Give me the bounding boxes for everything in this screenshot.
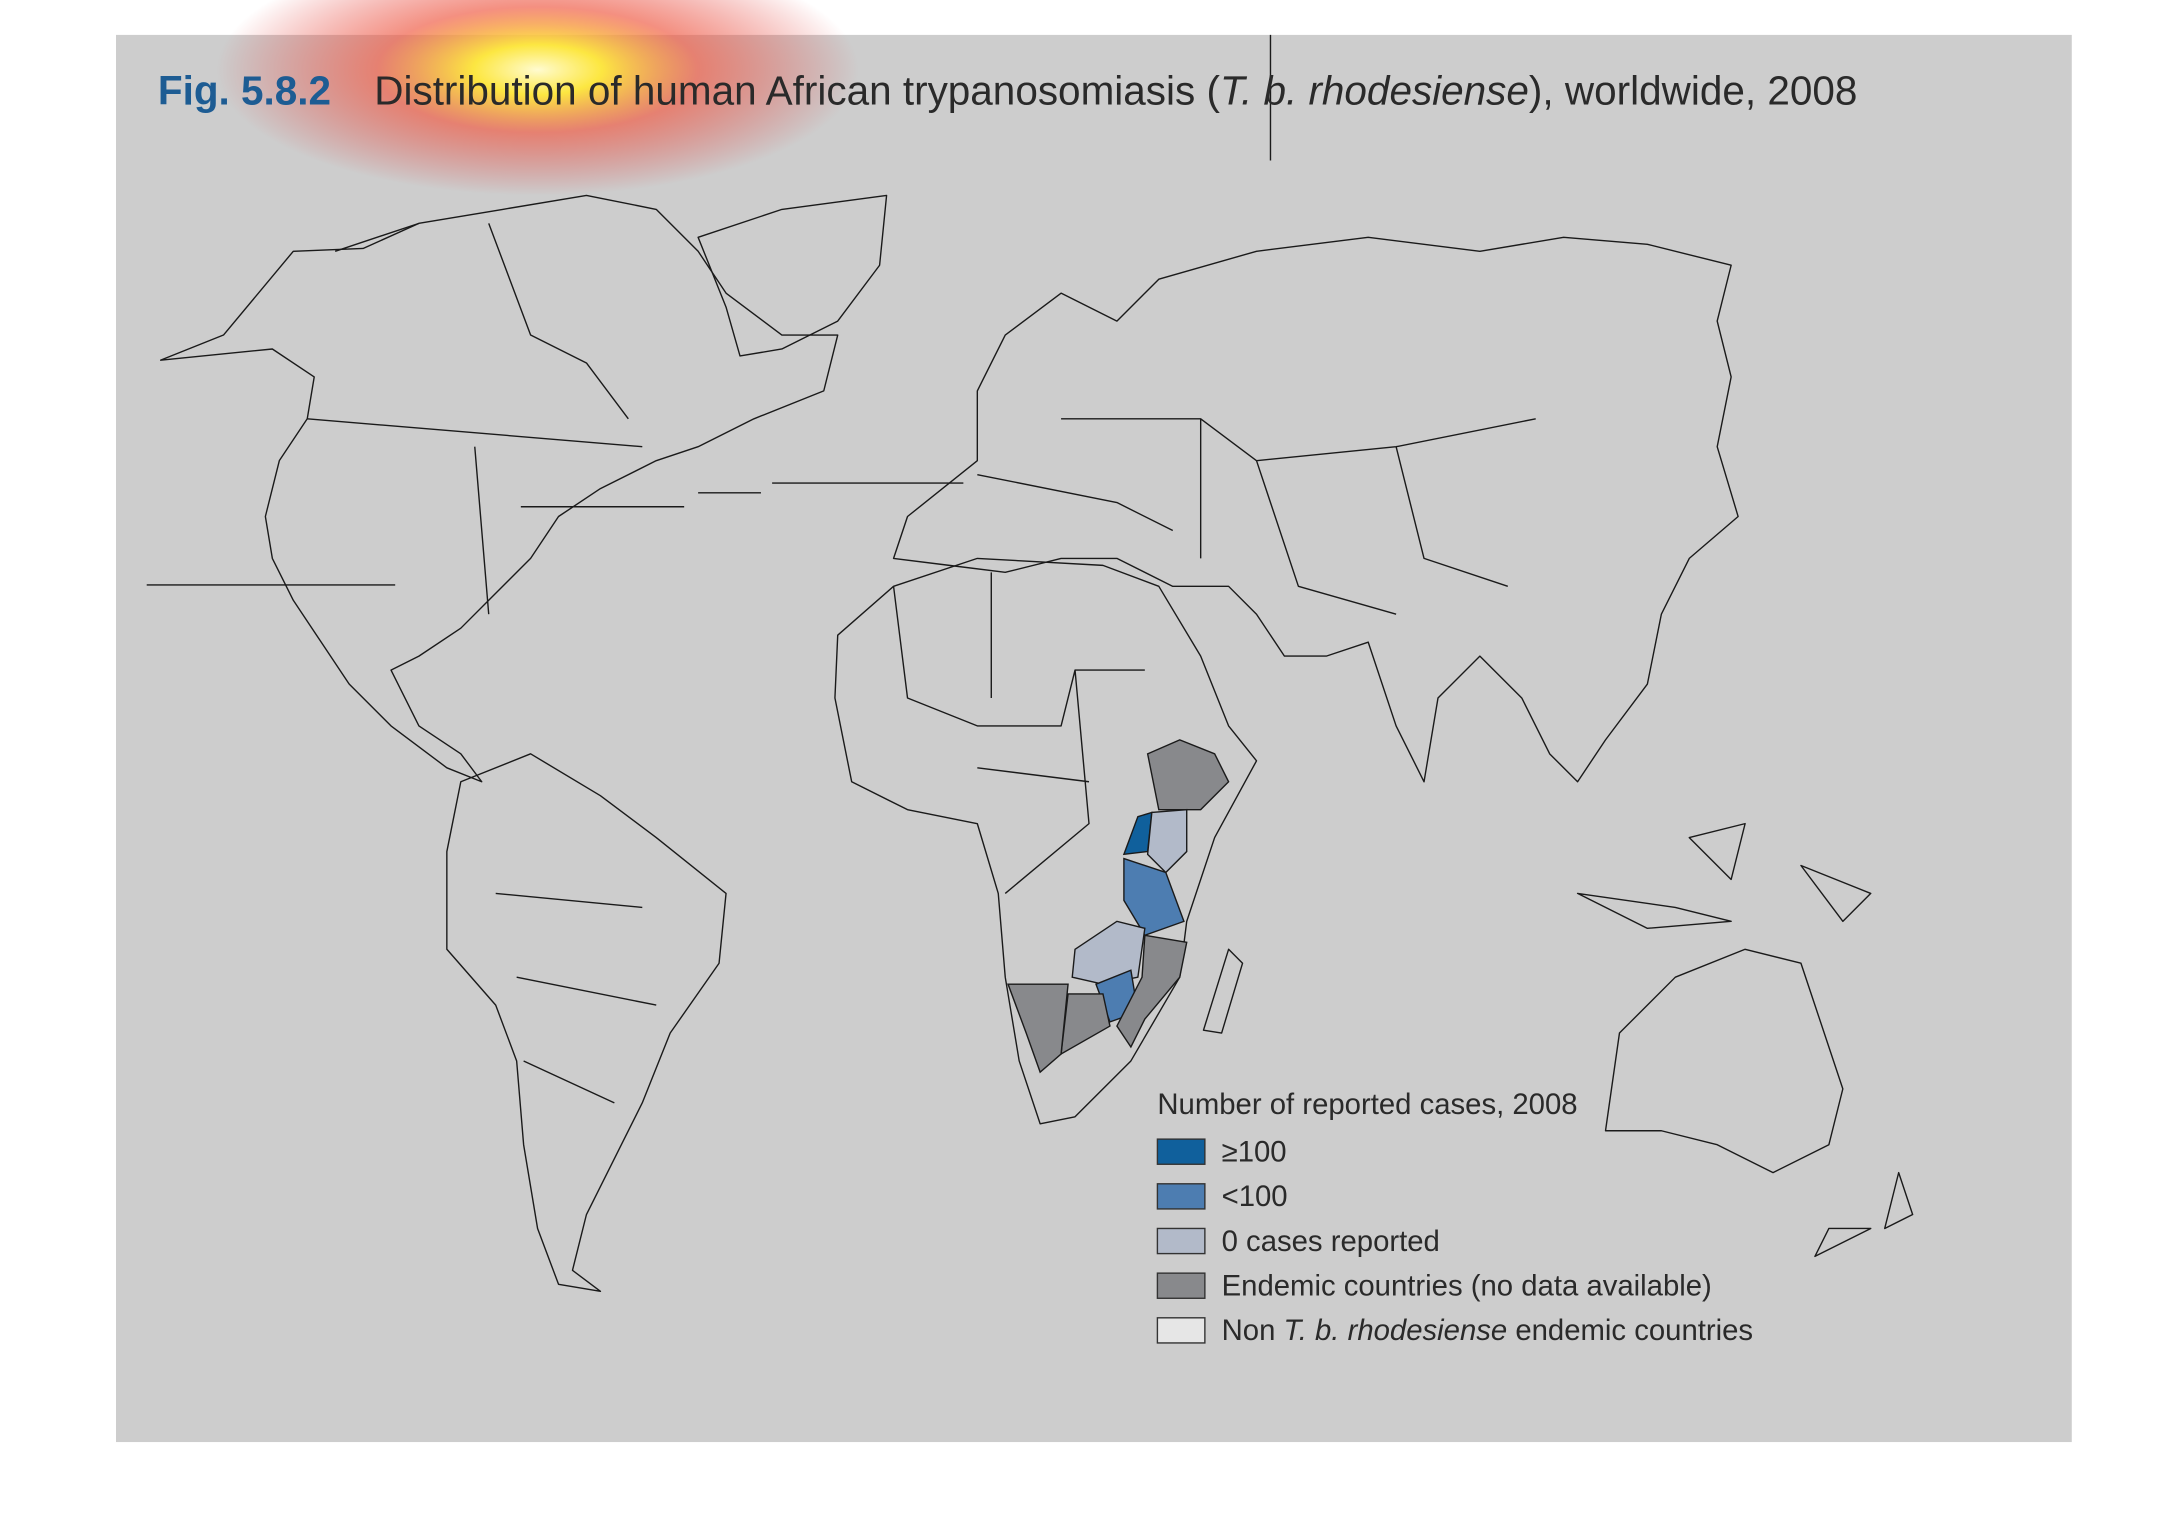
legend-label-segment: endemic countries bbox=[1507, 1314, 1753, 1347]
legend: ≥100 <100 0 cases reported Endemic countrie… bbox=[1156, 1135, 1753, 1347]
figure-number-text: Fig. 5.8.2 bbox=[158, 68, 331, 114]
figure-title: Distribution of human African trypanosom… bbox=[374, 68, 1857, 114]
legend-label-segment: T. b. rhodesiense bbox=[1284, 1314, 1508, 1347]
legend-label-segment: <100 bbox=[1222, 1180, 1288, 1213]
legend-label-segment: Non bbox=[1222, 1314, 1284, 1347]
figure-number: Fig. 5.8.2 bbox=[158, 68, 331, 114]
world-map bbox=[146, 34, 1914, 1292]
title-segment: Distribution of human African trypanosom… bbox=[374, 68, 1220, 114]
legend-swatch bbox=[1156, 1183, 1206, 1210]
legend-swatch bbox=[1156, 1317, 1206, 1344]
south-america bbox=[446, 753, 727, 1292]
madagascar bbox=[1202, 948, 1244, 1034]
country-mozambique bbox=[1116, 934, 1188, 1049]
endemic-countries bbox=[1007, 739, 1230, 1074]
legend-label-segment: 0 cases reported bbox=[1222, 1225, 1440, 1258]
country-tanzania bbox=[1123, 857, 1185, 937]
north-america bbox=[159, 194, 839, 783]
africa-inner bbox=[892, 572, 1145, 894]
africa bbox=[834, 557, 1258, 1125]
legend-label: ≥100 bbox=[1222, 1135, 1287, 1168]
legend-swatch bbox=[1156, 1272, 1206, 1299]
heatmap-overlay bbox=[216, 0, 859, 196]
legend-label-segment: Endemic countries (no data available) bbox=[1222, 1269, 1712, 1302]
country-ethiopia bbox=[1146, 739, 1230, 811]
south-america-inner bbox=[495, 892, 657, 1104]
new-zealand bbox=[1814, 1171, 1914, 1258]
legend-label: Endemic countries (no data available) bbox=[1222, 1269, 1712, 1302]
greenland bbox=[697, 194, 888, 357]
stray-lines bbox=[146, 34, 1272, 586]
north-america-inner bbox=[307, 222, 643, 615]
country-kenya bbox=[1146, 808, 1188, 874]
map-panel bbox=[115, 34, 2072, 1443]
legend-label-segment: ≥100 bbox=[1222, 1135, 1287, 1168]
legend-label: Non T. b. rhodesiense endemic countries bbox=[1222, 1314, 1753, 1347]
legend-label: <100 bbox=[1222, 1180, 1288, 1213]
eurasia bbox=[892, 236, 1739, 783]
australia bbox=[1604, 948, 1844, 1174]
legend-swatch bbox=[1156, 1138, 1206, 1165]
legend-label: 0 cases reported bbox=[1222, 1225, 1440, 1258]
title-segment: ), worldwide, 2008 bbox=[1529, 68, 1857, 114]
eurasia-inner bbox=[977, 418, 1536, 615]
country-namibia bbox=[1007, 983, 1069, 1074]
indonesia bbox=[1576, 822, 1872, 930]
country-zambia-malawi bbox=[1071, 920, 1146, 985]
legend-swatch bbox=[1156, 1227, 1206, 1255]
legend-title: Number of reported cases, 2008 bbox=[1157, 1088, 1577, 1121]
title-segment: T. b. rhodesiense bbox=[1220, 68, 1529, 114]
